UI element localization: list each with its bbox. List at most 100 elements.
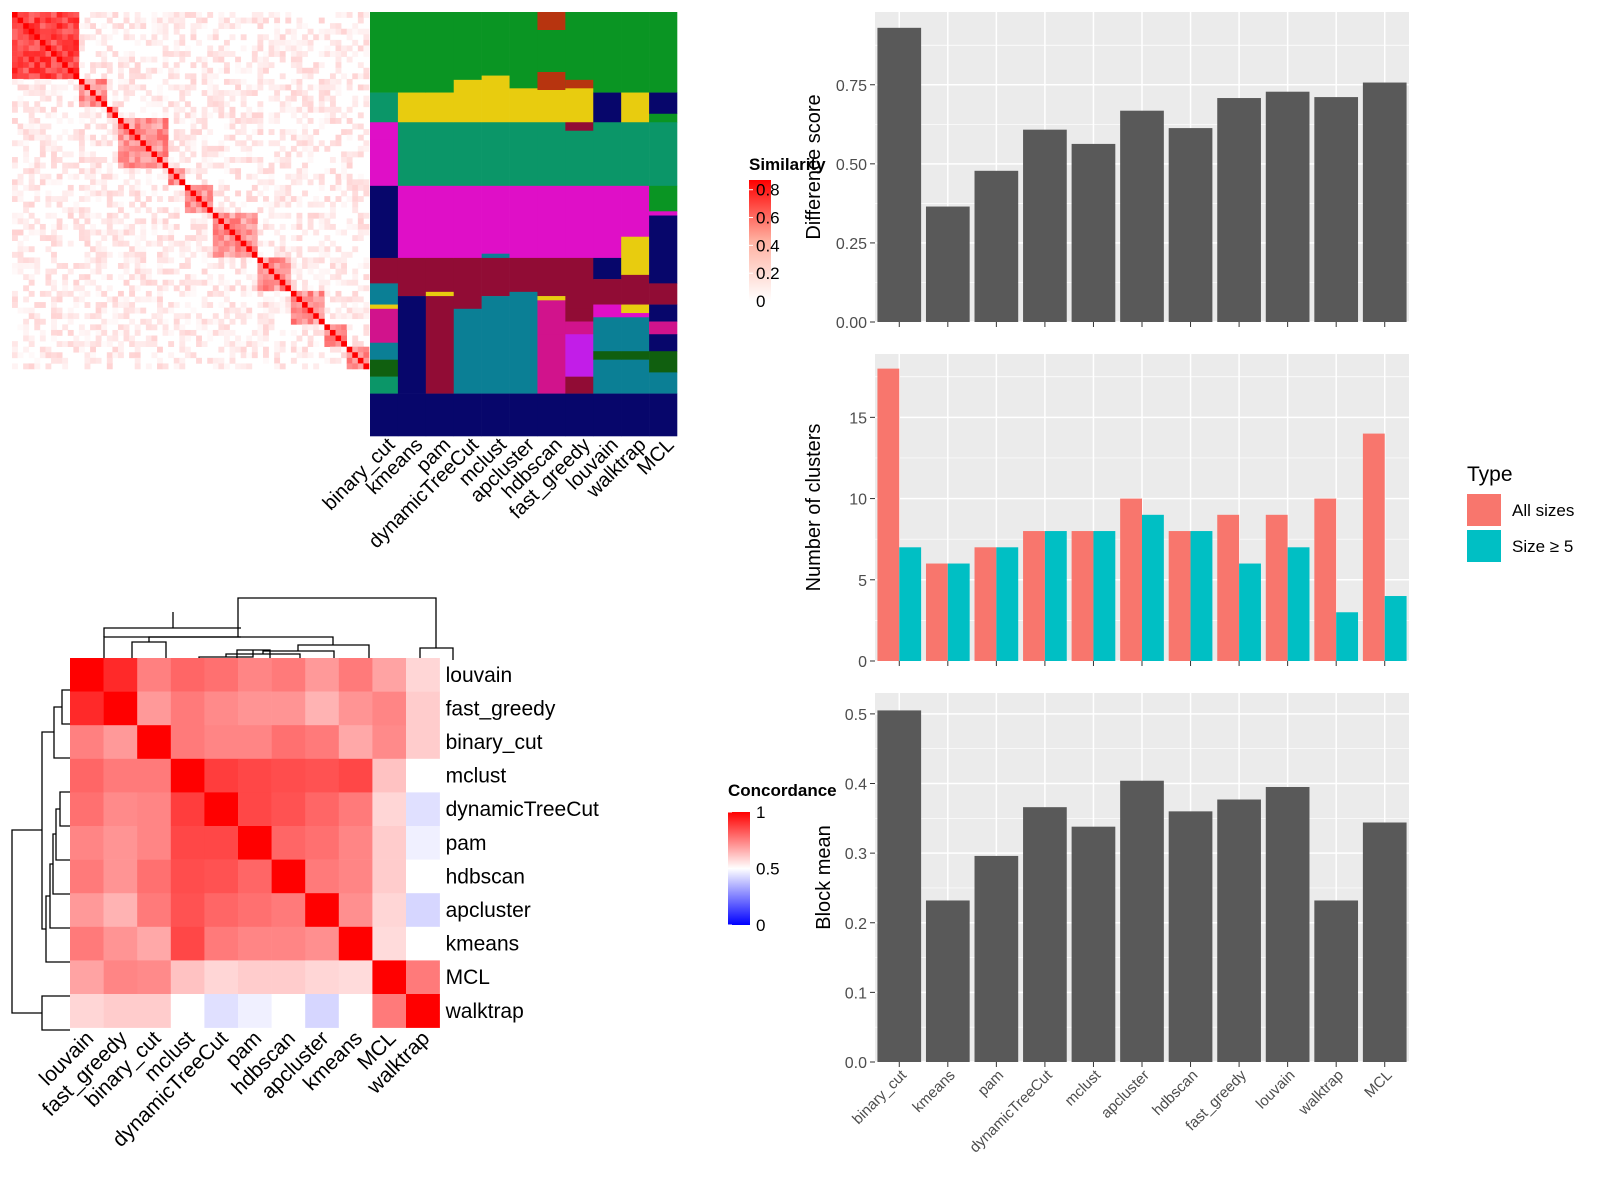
similarity-cell (67, 56, 74, 63)
similarity-cell (179, 39, 186, 46)
similarity-cell (12, 341, 18, 347)
similarity-cell (39, 235, 46, 242)
similarity-cell (134, 129, 141, 136)
similarity-cell (101, 34, 108, 41)
similarity-cell (335, 196, 342, 202)
similarity-cell (212, 223, 219, 230)
similarity-cell (28, 67, 35, 74)
dendrogram-branch (55, 808, 70, 861)
similarity-cell (207, 329, 214, 336)
similarity-cell (95, 335, 102, 342)
similarity-cell (335, 140, 342, 147)
concordance-cell (170, 926, 205, 961)
bar-all-sizes (1168, 531, 1191, 661)
similarity-cell (352, 179, 359, 186)
similarity-cell (257, 229, 264, 236)
similarity-cell (341, 190, 347, 197)
assignment-segment (649, 122, 678, 187)
assignment-segment (565, 12, 594, 81)
similarity-cell (23, 335, 30, 342)
assignment-segment (453, 79, 482, 123)
similarity-cell (112, 302, 119, 308)
similarity-cell (179, 324, 186, 331)
similarity-cell (157, 240, 163, 247)
similarity-cell (34, 117, 41, 124)
similarity-cell (335, 346, 342, 353)
similarity-cell (78, 39, 85, 46)
similarity-cell (201, 106, 208, 113)
similarity-cell (134, 285, 141, 292)
concordance-cell (406, 826, 440, 860)
similarity-cell (196, 196, 202, 202)
similarity-cell (218, 151, 225, 158)
similarity-cell (251, 229, 258, 236)
similarity-cell (352, 274, 359, 281)
similarity-cell (90, 34, 96, 41)
similarity-cell (341, 12, 347, 18)
similarity-cell (196, 223, 202, 230)
similarity-cell (140, 223, 147, 230)
concordance-row-label: kmeans (446, 933, 520, 956)
concordance-cell (70, 826, 104, 860)
similarity-cell (12, 78, 18, 85)
similarity-cell (324, 106, 331, 113)
concordance-cell (406, 758, 440, 793)
similarity-cell (302, 134, 308, 141)
similarity-cell (240, 246, 247, 253)
similarity-cell (179, 246, 186, 253)
concordance-cell (170, 758, 205, 793)
similarity-cell (363, 101, 370, 108)
similarity-cell (123, 179, 130, 186)
similarity-cell (290, 296, 297, 303)
similarity-cell (201, 201, 208, 208)
similarity-cell (39, 12, 46, 18)
similarity-cell (223, 78, 230, 85)
similarity-cell (274, 184, 281, 191)
similarity-cell (129, 151, 136, 158)
similarity-cell (246, 285, 253, 292)
similarity-cell (184, 45, 191, 52)
similarity-cell (151, 112, 158, 119)
similarity-cell (28, 246, 35, 253)
similarity-cell (223, 162, 230, 169)
similarity-cell (67, 207, 74, 214)
similarity-cell (279, 346, 286, 353)
similarity-cell (201, 223, 208, 230)
concordance-cell (271, 960, 306, 995)
similarity-cell (129, 302, 136, 308)
similarity-cell (17, 190, 24, 197)
similarity-cell (201, 268, 208, 275)
similarity-cell (140, 56, 147, 63)
similarity-cell (313, 274, 320, 281)
similarity-cell (307, 302, 314, 308)
similarity-cell (257, 17, 264, 24)
similarity-cell (173, 101, 180, 108)
similarity-cell (190, 290, 197, 297)
similarity-cell (123, 168, 130, 175)
similarity-cell (229, 134, 236, 141)
similarity-cell (341, 168, 347, 175)
similarity-cell (274, 28, 281, 35)
similarity-cell (290, 134, 297, 141)
similarity-cell (285, 212, 292, 219)
similarity-cell (296, 23, 303, 30)
similarity-cell (235, 363, 242, 370)
similarity-cell (274, 212, 281, 219)
similarity-cell (101, 62, 108, 69)
similarity-cell (123, 51, 130, 57)
similarity-cell (145, 324, 152, 331)
similarity-cell (34, 324, 41, 331)
similarity-cell (67, 162, 74, 169)
similarity-cell (34, 73, 41, 80)
similarity-cell (313, 290, 320, 297)
similarity-cell (246, 335, 253, 342)
similarity-cell (162, 285, 169, 292)
similarity-cell (363, 95, 370, 102)
similarity-cell (168, 246, 175, 253)
similarity-cell (179, 329, 186, 336)
similarity-cell (157, 363, 163, 370)
similarity-cell (274, 363, 281, 370)
similarity-cell (151, 223, 158, 230)
similarity-cell (212, 212, 219, 219)
similarity-cell (28, 39, 35, 46)
